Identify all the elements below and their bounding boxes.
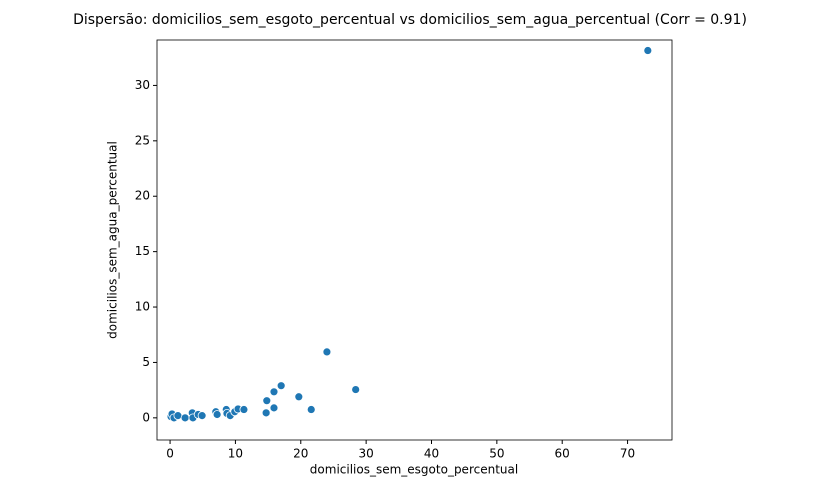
plot-frame xyxy=(156,39,673,441)
chart-title: Dispersão: domicilios_sem_esgoto_percent… xyxy=(73,12,747,28)
point xyxy=(351,385,361,394)
point xyxy=(212,410,222,419)
point xyxy=(643,46,653,55)
y-tick-label: 25 xyxy=(135,133,150,147)
point xyxy=(197,411,207,421)
y-axis-label: domicilios_sem_agua_percentual xyxy=(106,141,120,339)
x-tick-label: 70 xyxy=(620,447,635,461)
point xyxy=(269,403,279,413)
point xyxy=(261,408,271,418)
point xyxy=(276,381,286,391)
x-tick-label: 0 xyxy=(166,447,174,461)
point xyxy=(239,405,249,414)
y-tick-label: 5 xyxy=(142,355,150,369)
y-tick-label: 0 xyxy=(142,410,150,424)
point xyxy=(306,405,316,414)
x-tick-label: 30 xyxy=(358,447,373,461)
x-tick-label: 50 xyxy=(489,447,504,461)
point xyxy=(173,411,183,421)
x-tick-label: 40 xyxy=(424,447,439,461)
y-tick-label: 30 xyxy=(135,78,150,92)
y-tick-label: 10 xyxy=(135,300,150,314)
y-tick-label: 20 xyxy=(135,189,150,203)
point xyxy=(262,396,272,406)
point xyxy=(269,387,279,397)
x-tick-label: 10 xyxy=(228,447,243,461)
y-tick-label: 15 xyxy=(135,244,150,258)
point xyxy=(180,413,190,423)
x-tick-label: 20 xyxy=(293,447,308,461)
point xyxy=(322,347,332,357)
point xyxy=(294,392,304,402)
x-axis-label: domicilios_sem_esgoto_percentual xyxy=(310,463,518,477)
x-tick-label: 60 xyxy=(555,447,570,461)
